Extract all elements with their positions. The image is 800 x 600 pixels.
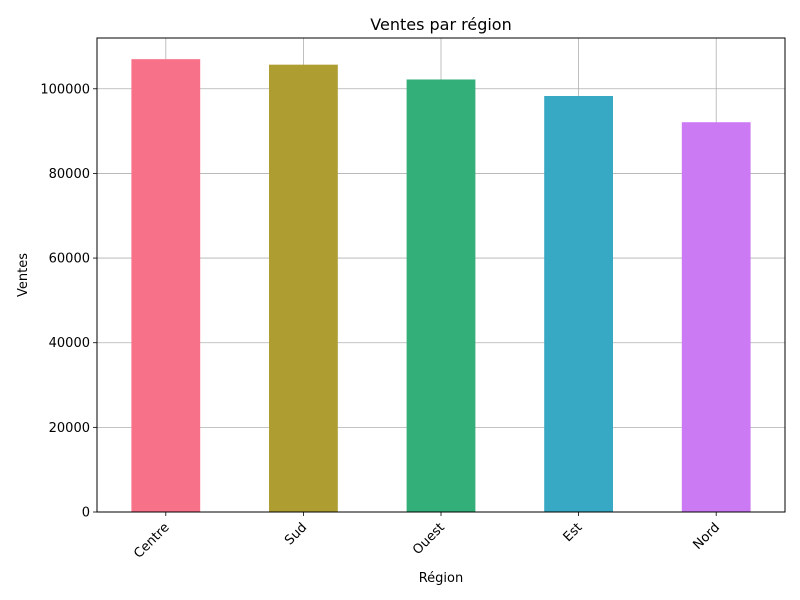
bar-nord: [681, 122, 751, 513]
y-axis-label: Ventes: [16, 253, 31, 297]
y-tick-label: 20000: [49, 421, 90, 436]
bar-ouest: [406, 79, 476, 512]
chart-title: Ventes par région: [370, 15, 511, 34]
bar-sud: [269, 64, 338, 512]
y-tick-label: 100000: [40, 82, 90, 97]
y-ticks: 0 20000 40000 60000 80000 100000: [40, 82, 97, 521]
y-tick-label: 60000: [49, 252, 90, 267]
y-tick-label: 80000: [49, 167, 90, 182]
x-axis-label: Région: [419, 571, 464, 586]
bars: [131, 59, 751, 513]
y-tick-label: 0: [82, 506, 90, 521]
bar-est: [544, 95, 613, 513]
bar-centre: [131, 59, 201, 513]
y-tick-label: 40000: [49, 336, 90, 351]
